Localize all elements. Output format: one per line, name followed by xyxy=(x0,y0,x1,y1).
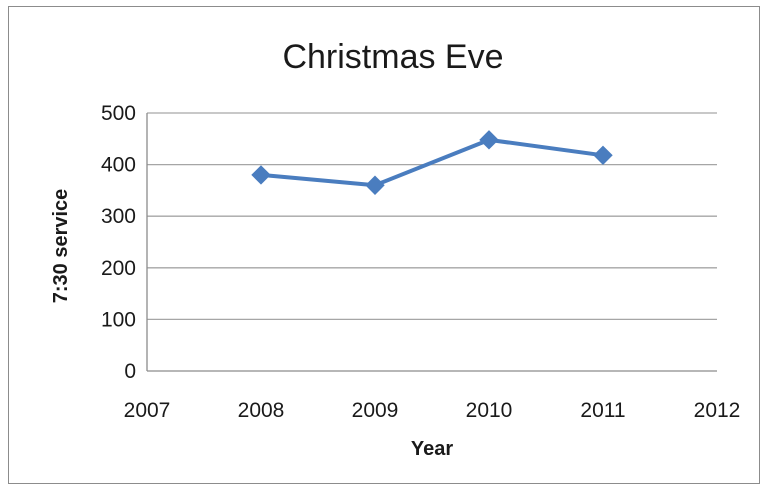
data-point-2008 xyxy=(251,165,271,185)
data-point-2010 xyxy=(479,130,499,150)
y-tick-label-300: 300 xyxy=(101,205,136,228)
y-tick-label-400: 400 xyxy=(101,154,136,177)
series-line-0 xyxy=(260,137,604,188)
x-axis-label: Year xyxy=(411,438,453,460)
chart-title: Christmas Eve xyxy=(282,38,503,76)
y-tick-label-0: 0 xyxy=(124,360,136,383)
series xyxy=(251,130,613,195)
axes xyxy=(146,113,717,372)
data-point-2011 xyxy=(593,145,613,166)
x-tick-label-2011: 2011 xyxy=(580,399,625,422)
data-point-2009 xyxy=(365,175,385,195)
y-tick-labels: 0 100 200 300 400 500 xyxy=(101,102,136,383)
y-tick-label-200: 200 xyxy=(101,257,136,280)
x-tick-label-2009: 2009 xyxy=(352,399,399,422)
x-tick-label-2007: 2007 xyxy=(124,399,171,422)
x-tick-labels: 2007 2008 2009 2010 2011 2012 xyxy=(124,399,741,422)
y-axis-label: 7:30 service xyxy=(50,189,72,304)
gridlines xyxy=(147,112,717,321)
chart-frame xyxy=(8,6,760,484)
y-tick-label-500: 500 xyxy=(101,102,136,125)
x-tick-label-2010: 2010 xyxy=(466,399,513,422)
x-tick-label-2012: 2012 xyxy=(694,399,741,422)
y-tick-label-100: 100 xyxy=(101,308,136,331)
x-tick-label-2008: 2008 xyxy=(238,399,285,422)
